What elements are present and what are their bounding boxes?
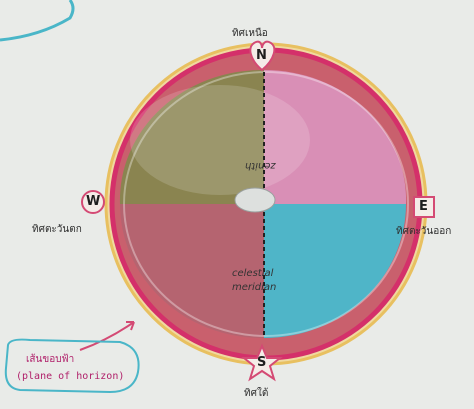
west-thai-label: ทิศตะวันตก [32, 224, 82, 235]
dome-edge-shine [123, 71, 409, 337]
celestial-label: celestial [232, 268, 274, 279]
south-letter: S [257, 355, 267, 370]
horizon-arrowhead [126, 321, 135, 331]
horizon-thai-label: เส้นขอบฟ้า [26, 354, 75, 365]
north-thai-label: ทิศเหนือ [232, 28, 268, 39]
cyan-scribble [0, 0, 75, 42]
east-thai-label: ทิศตะวันออก [396, 226, 452, 237]
north-heart-outline [249, 40, 276, 72]
quadrant-sw [120, 204, 264, 339]
horizon-english-label: (plane of horizon) [16, 371, 125, 382]
east-letter: E [419, 199, 428, 214]
dome-glass-highlight [130, 85, 310, 195]
south-thai-label: ทิศใต้ [244, 388, 269, 399]
horizon-arrow [79, 321, 135, 351]
zenith-label: zenith [245, 160, 276, 171]
meridian-label: meridian [232, 282, 277, 293]
west-circle-outline [81, 190, 105, 214]
east-square-outline [413, 196, 435, 218]
quadrant-nw [119, 69, 264, 205]
quadrant-ne [264, 69, 407, 204]
horizon-note-bubble [4, 338, 140, 394]
west-letter: W [86, 194, 101, 209]
south-star-outline [241, 343, 283, 382]
zenith-knob [234, 187, 276, 213]
north-letter: N [256, 48, 267, 63]
quadrant-se [264, 204, 406, 338]
